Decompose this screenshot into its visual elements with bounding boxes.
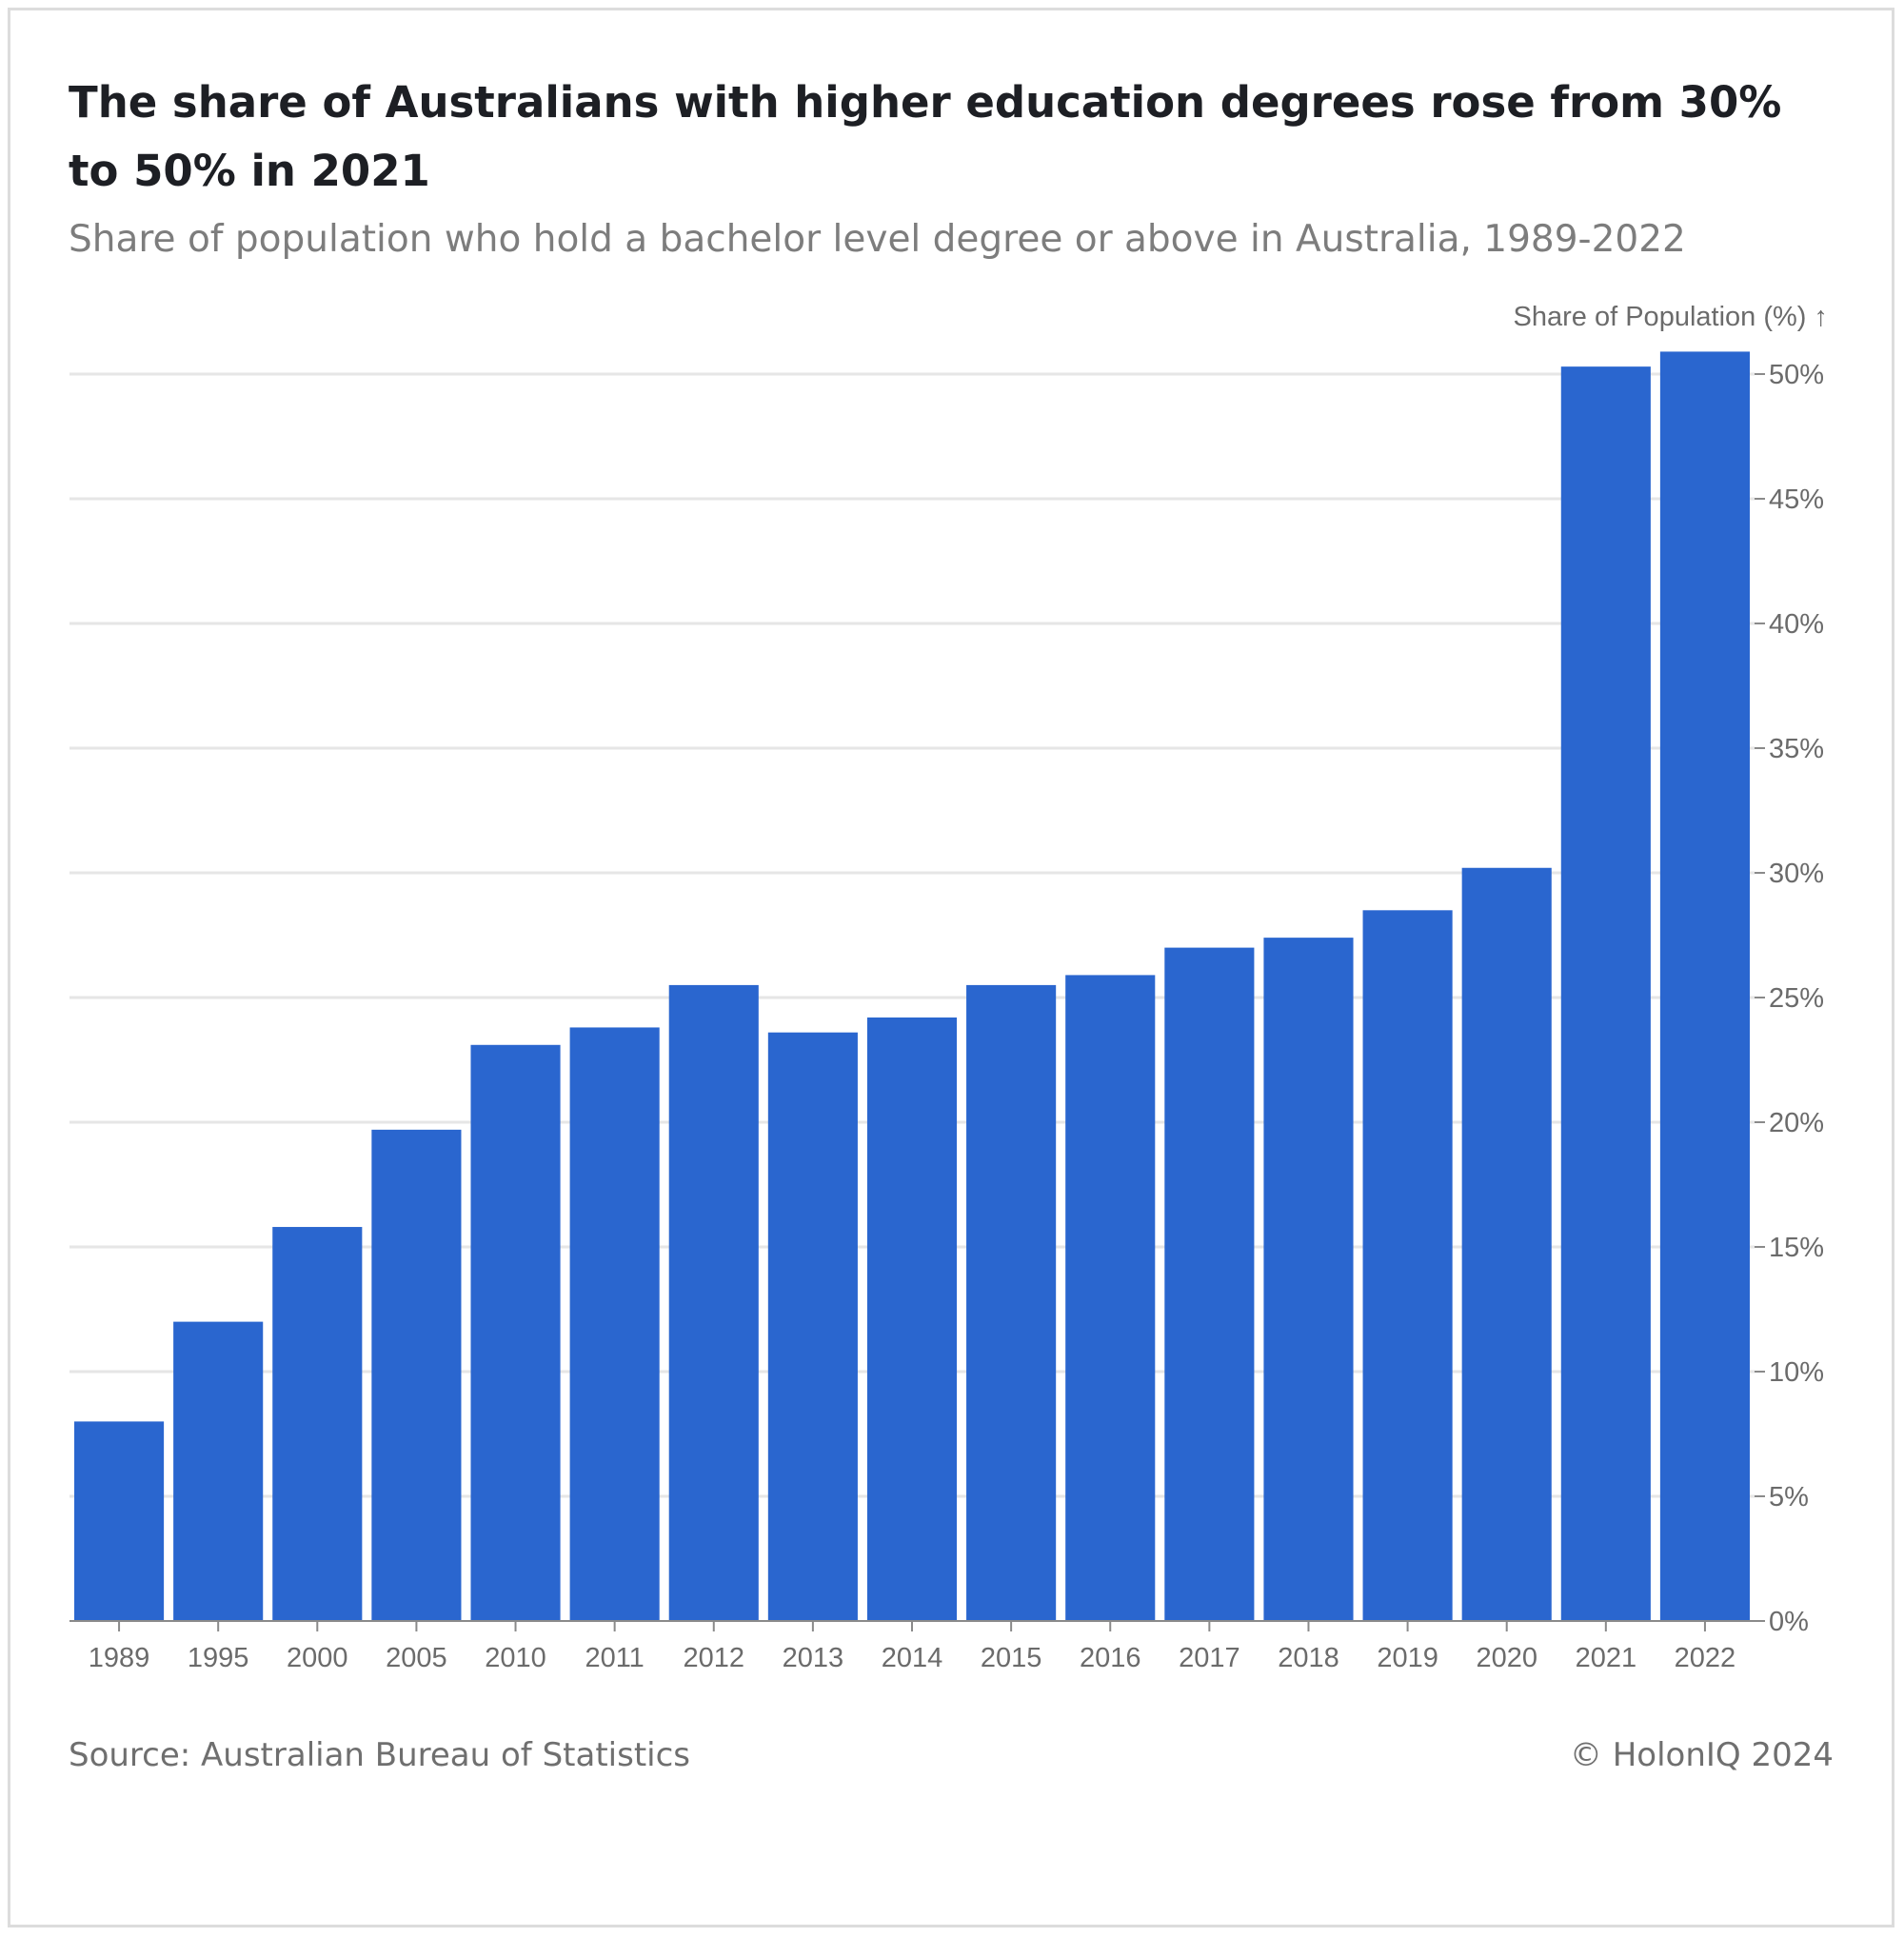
bar-2012: [668, 984, 759, 1621]
y-tick-label: 0%: [1769, 1607, 1809, 1637]
y-tick-label: 50%: [1769, 360, 1824, 390]
bar-2017: [1164, 947, 1255, 1621]
bar-2020: [1461, 867, 1552, 1621]
x-tick-label: 2020: [1476, 1643, 1537, 1673]
bar-2018: [1263, 938, 1354, 1621]
x-tick-label: 2005: [386, 1643, 447, 1673]
copyright-note: © HolonIQ 2024: [1569, 1736, 1834, 1774]
bar-2015: [966, 984, 1057, 1621]
y-tick-label: 35%: [1769, 734, 1824, 764]
axes: 0% 5% 10% 15% 20% 25% 30% 35% 40% 45% 50% 1989 1995 2…: [69, 302, 1828, 1673]
chart-subtitle: Share of population who hold a bachelor …: [69, 218, 1686, 261]
bar-2022: [1659, 351, 1750, 1621]
bar-2013: [767, 1032, 858, 1621]
bar-2000: [272, 1227, 363, 1621]
y-tick-label: 15%: [1769, 1233, 1824, 1263]
y-tick-label: 5%: [1769, 1482, 1809, 1512]
x-tick-label: 2010: [485, 1643, 546, 1673]
bar-2021: [1560, 366, 1651, 1621]
y-tick-label: 25%: [1769, 983, 1824, 1014]
x-tick-label: 1989: [89, 1643, 150, 1673]
bar-2010: [470, 1044, 561, 1621]
y-tick-label: 10%: [1769, 1357, 1824, 1388]
y-tick-label: 45%: [1769, 484, 1824, 515]
x-tick-label: 2014: [882, 1643, 943, 1673]
x-tick-label: 2021: [1576, 1643, 1637, 1673]
x-tick-label: 2012: [684, 1643, 745, 1673]
y-axis-label: Share of Population (%) ↑: [1514, 302, 1828, 332]
x-tick-label: 2013: [783, 1643, 844, 1673]
bar-2019: [1362, 910, 1453, 1621]
x-tick-label: 2011: [585, 1643, 644, 1673]
x-tick-label: 2017: [1179, 1643, 1240, 1673]
bar-2011: [569, 1027, 660, 1621]
bar-1995: [173, 1321, 264, 1621]
y-tick-label: 30%: [1769, 859, 1824, 889]
x-tick-label: 2022: [1675, 1643, 1736, 1673]
source-note: Source: Australian Bureau of Statistics: [69, 1736, 691, 1774]
x-tick-label: 2018: [1278, 1643, 1339, 1673]
bar-1989: [74, 1421, 165, 1621]
x-tick-label: 2016: [1080, 1643, 1141, 1673]
y-tick-label: 40%: [1769, 609, 1824, 640]
x-tick-label: 2015: [981, 1643, 1042, 1673]
bar-2016: [1065, 975, 1156, 1621]
bar-2014: [866, 1017, 958, 1621]
bars: [74, 351, 1750, 1621]
bar-2005: [371, 1129, 462, 1621]
y-tick-label: 20%: [1769, 1108, 1824, 1138]
x-tick-label: 2019: [1377, 1643, 1438, 1673]
x-tick-label: 2000: [287, 1643, 348, 1673]
chart-title: The share of Australians with higher edu…: [69, 77, 1782, 196]
x-tick-label: 1995: [188, 1643, 249, 1673]
